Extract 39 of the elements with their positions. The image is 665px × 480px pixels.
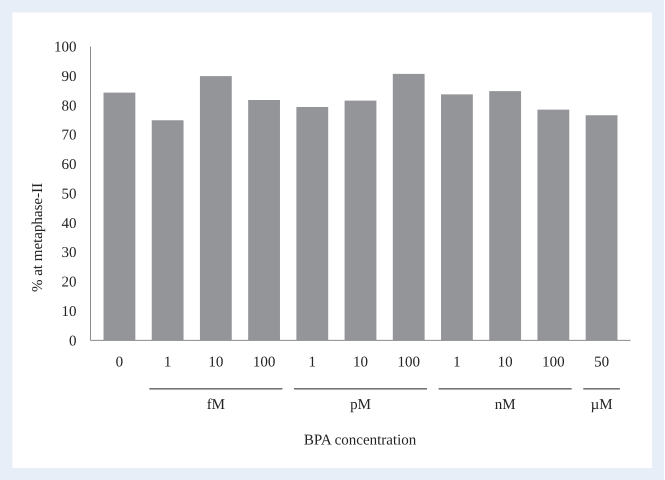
x-tick-label: 10	[498, 354, 513, 370]
bar	[537, 110, 570, 340]
y-tick-label: 10	[62, 304, 76, 320]
bar	[392, 74, 425, 340]
y-tick-label: 50	[62, 186, 76, 202]
x-tick-label: 1	[308, 354, 316, 370]
y-tick-label: 100	[54, 40, 76, 56]
y-tick-label: 70	[62, 128, 76, 144]
x-tick-label: 1	[453, 354, 461, 370]
bar	[200, 76, 232, 340]
x-tick-label: 10	[353, 354, 368, 370]
text: µM	[590, 396, 613, 413]
y-tick-label: 90	[62, 68, 76, 85]
bar	[104, 92, 136, 340]
x-tick-label: 100	[542, 354, 565, 370]
bar	[344, 100, 376, 340]
text: nM	[494, 396, 516, 413]
y-tick-label: 0	[69, 333, 76, 350]
y-tick-label: 30	[62, 245, 76, 262]
text: fM	[206, 396, 226, 413]
bar	[441, 94, 473, 340]
x-axis-title: BPA concentration	[304, 432, 417, 448]
y-axis-title: % at metaphase-II	[30, 182, 46, 292]
y-tick-label: 60	[62, 157, 76, 174]
bar	[296, 107, 328, 340]
x-tick-label: 100	[252, 354, 276, 370]
y-tick-label: 80	[62, 98, 76, 114]
bar	[489, 91, 522, 340]
x-tick-label: 100	[397, 354, 420, 370]
text: pM	[350, 396, 371, 413]
y-tick-label: 20	[62, 274, 76, 291]
x-tick-label: 50	[594, 354, 610, 370]
x-tick-label: 1	[164, 354, 172, 370]
x-tick-label: 0	[116, 354, 124, 370]
x-tick-label: 10	[208, 354, 224, 370]
bar	[248, 100, 280, 340]
y-tick-label: 40	[62, 216, 76, 232]
bar	[586, 115, 618, 340]
bar	[152, 120, 184, 340]
